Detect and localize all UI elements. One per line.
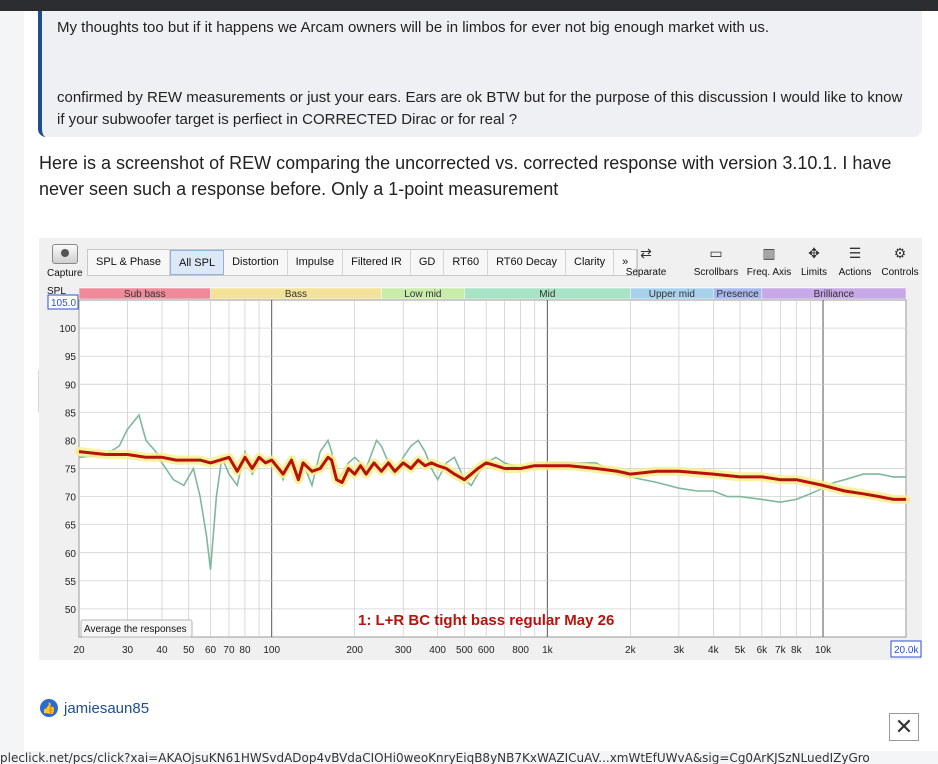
actions-icon: ☰: [848, 244, 862, 261]
freq-axis-icon: ▥: [762, 244, 776, 261]
tab-distortion[interactable]: Distortion: [224, 250, 288, 275]
controls-label: Controls: [881, 267, 919, 278]
quote-text-1: My thoughts too but if it happens we Arc…: [57, 19, 770, 36]
tab-rt60-decay[interactable]: RT60 Decay: [488, 250, 566, 275]
separate-icon: ⇄: [640, 244, 652, 261]
freq-axis-label: Freq. Axis: [746, 267, 792, 278]
actions-label: Actions: [838, 267, 872, 278]
scrollbars-tool[interactable]: ▭ Scrollbars: [690, 243, 742, 279]
quote-block: [38, 11, 922, 137]
actions-tool[interactable]: ☰ Actions: [835, 243, 875, 279]
tab-impulse[interactable]: Impulse: [288, 250, 344, 275]
post-reaction[interactable]: 👍 jamiesaun85: [40, 699, 149, 717]
scrollbars-label: Scrollbars: [693, 267, 739, 278]
scrollbars-icon: ▭: [709, 244, 723, 261]
limits-label: Limits: [800, 267, 828, 278]
tab-all-spl[interactable]: All SPL: [170, 250, 225, 275]
capture-icon[interactable]: [52, 244, 78, 264]
capture-label: Capture: [47, 268, 83, 279]
controls-tool[interactable]: ⚙ Controls: [877, 243, 923, 279]
tab-more[interactable]: »: [614, 250, 638, 275]
close-ad-button[interactable]: ✕: [889, 713, 919, 741]
freq-axis-tool[interactable]: ▥ Freq. Axis: [743, 243, 795, 279]
separate-label: Separate: [625, 267, 667, 278]
limits-tool[interactable]: ✥ Limits: [797, 243, 831, 279]
tab-clarity[interactable]: Clarity: [566, 250, 615, 275]
rew-screenshot: [39, 238, 922, 660]
thumbs-up-icon: 👍: [40, 699, 58, 717]
tab-gd[interactable]: GD: [411, 250, 445, 275]
separate-tool[interactable]: ⇄ Separate: [622, 243, 670, 279]
status-url: pleclick.net/pcs/click?xai=AKAOjsuKN61HW…: [0, 751, 938, 764]
author-name[interactable]: jamiesaun85: [64, 699, 150, 717]
tab-spl-phase[interactable]: SPL & Phase: [88, 250, 171, 275]
tab-filtered-ir[interactable]: Filtered IR: [343, 250, 411, 275]
quote-text-2: confirmed by REW measurements or just yo…: [57, 89, 903, 128]
rew-tabs: SPL & Phase All SPL Distortion Impulse F…: [87, 249, 639, 276]
post-paragraph: Here is a screenshot of REW comparing th…: [39, 153, 892, 199]
tab-rt60[interactable]: RT60: [444, 250, 489, 275]
top-bar: [0, 0, 938, 11]
limits-icon: ✥: [808, 244, 820, 261]
gear-icon: ⚙: [893, 244, 907, 261]
